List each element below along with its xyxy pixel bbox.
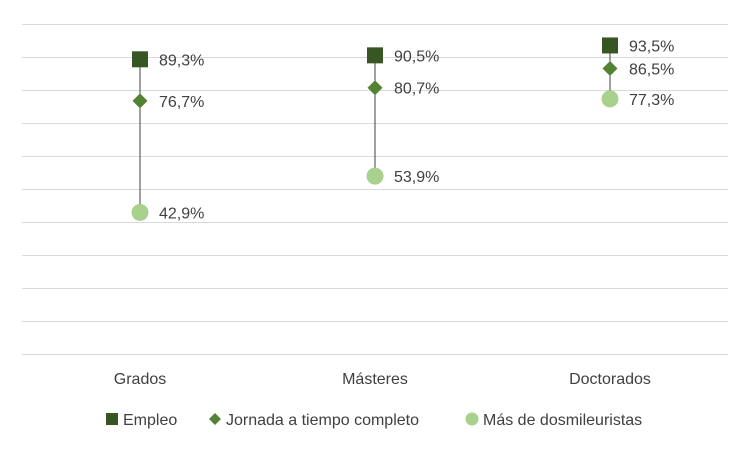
data-label: 53,9%: [394, 169, 439, 186]
legend-diamond-icon: [209, 413, 221, 425]
category-label: Doctorados: [569, 371, 651, 388]
jornada-marker: [367, 80, 383, 96]
empleo-marker: [367, 47, 383, 64]
data-label: 80,7%: [394, 81, 439, 98]
data-label: 89,3%: [159, 52, 204, 69]
category-label: Grados: [114, 371, 166, 388]
legend-circle-icon: [465, 412, 479, 426]
data-label: 77,3%: [629, 92, 674, 109]
data-label: 86,5%: [629, 62, 674, 79]
dosmileuristas-marker: [131, 203, 149, 221]
data-label: 93,5%: [629, 38, 674, 55]
dosmileuristas-marker: [366, 167, 384, 185]
legend-square-icon: [106, 413, 118, 425]
dosmileuristas-marker: [601, 90, 619, 108]
data-labels: 89,3% 90,5% 93,5% 76,7% 80,7% 86,5% 42,9% 53,9%…: [159, 38, 674, 222]
legend-label: Más de dosmileuristas: [483, 412, 642, 429]
connector-lines: [139, 45, 611, 213]
data-markers: [131, 37, 619, 221]
data-label: 90,5%: [394, 48, 439, 65]
jornada-marker: [132, 93, 148, 109]
category-labels: Grados Másteres Doctorados: [114, 371, 651, 388]
data-label: 42,9%: [159, 205, 204, 222]
data-label: 76,7%: [159, 94, 204, 111]
jornada-marker: [602, 61, 618, 77]
empleo-marker: [132, 51, 148, 68]
legend: Empleo Jornada a tiempo completo Más de do…: [106, 412, 642, 429]
category-label: Másteres: [342, 371, 408, 388]
empleo-marker: [602, 37, 618, 54]
legend-label: Jornada a tiempo completo: [226, 412, 419, 429]
legend-label: Empleo: [123, 412, 177, 429]
